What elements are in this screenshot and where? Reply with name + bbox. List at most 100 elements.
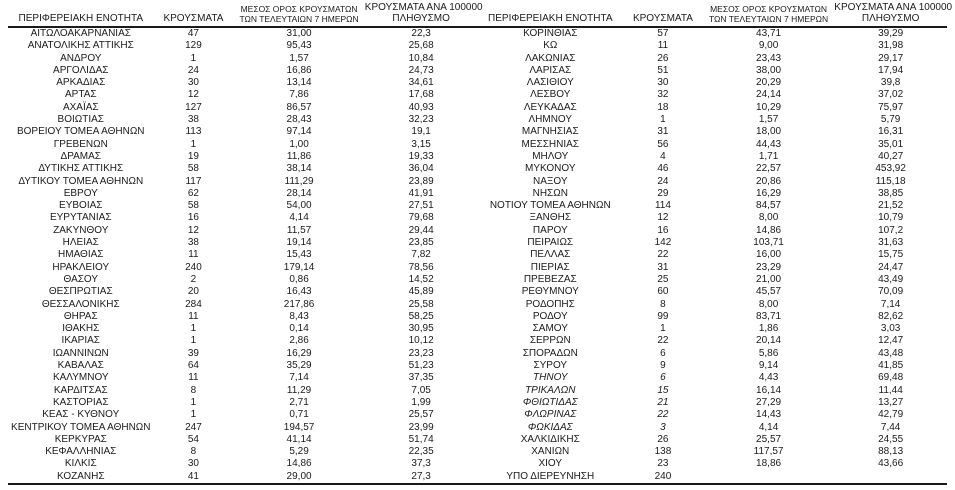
cell-avg7: 5,86	[758, 347, 779, 359]
cell-region: ΕΒΡΟΥ	[63, 187, 98, 199]
col-header-cases: ΚΡΟΥΣΜΑΤΑ	[153, 0, 234, 28]
cell-avg7: 1,86	[758, 323, 779, 335]
cell-avg7: 23,29	[756, 261, 782, 273]
table-row: ΡΟΔΟΠΗΣ 8 8,00 7,14	[478, 299, 948, 311]
cell-cases: 24	[657, 175, 669, 187]
cell-cases: 1	[190, 335, 197, 347]
cell-avg7: 20,29	[756, 77, 782, 89]
cell-avg7: 2,71	[289, 396, 309, 408]
cell-per100k: 58,25	[408, 310, 434, 322]
cell-cases: 25	[657, 273, 669, 285]
cell-cases: 12	[187, 89, 199, 101]
cell-region: ΒΟΙΩΤΙΑΣ	[57, 114, 104, 126]
table-row: ΧΑΛΚΙΔΙΚΗΣ 26 25,57 24,55	[478, 434, 948, 446]
cell-region: ΥΠΟ ΔΙΕΡΕΥΝΗΣΗ	[506, 470, 595, 482]
cell-per100k: 7,14	[880, 298, 901, 310]
cell-per100k: 78,56	[408, 261, 434, 273]
cell-cases: 23	[657, 458, 669, 470]
cell-per100k: 45,89	[408, 286, 434, 298]
cell-region: ΝΗΣΩΝ	[532, 187, 568, 199]
cell-avg7: 1,00	[289, 138, 309, 150]
cell-cases: 142	[654, 237, 672, 249]
cell-cases: 62	[187, 187, 199, 199]
cell-avg7: 4,14	[758, 421, 779, 433]
cell-region: ΗΡΑΚΛΕΙΟΥ	[52, 261, 110, 273]
table-row: ΝΑΞΟΥ 24 20,86 115,18	[478, 176, 948, 188]
cell-cases: 30	[187, 77, 199, 89]
cell-avg7: 0,14	[289, 323, 309, 335]
table-row: ΕΥΒΟΙΑΣ 58 54,00 27,51	[8, 200, 478, 212]
cell-region: ΜΥΚΟΝΟΥ	[525, 163, 576, 175]
cell-region: ΚΕΝΤΡΙΚΟΥ ΤΟΜΕΑ ΑΘΗΝΩΝ	[11, 421, 151, 433]
cell-cases: 138	[654, 446, 672, 458]
table-row: ΦΘΙΩΤΙΔΑΣ 21 27,29 13,27	[478, 397, 948, 409]
cell-region: ΛΗΜΝΟΥ	[528, 114, 573, 126]
cell-avg7: 31,00	[286, 28, 312, 39]
cell-per100k: 42,79	[878, 409, 904, 421]
cell-region: ΑΧΑΪΑΣ	[62, 101, 99, 113]
cell-avg7: 45,57	[756, 286, 782, 298]
cell-region: ΚΑΒΑΛΑΣ	[57, 360, 104, 372]
cell-per100k: 39,8	[880, 77, 901, 89]
cell-per100k: 35,01	[878, 138, 904, 150]
cell-avg7: 11,86	[286, 150, 312, 162]
cell-per100k: 82,62	[878, 310, 904, 322]
cell-region: ΛΕΥΚΑΔΑΣ	[523, 101, 577, 113]
cell-region: ΧΑΛΚΙΔΙΚΗΣ	[520, 433, 580, 445]
table-row: ΜΗΛΟΥ 4 1,71 40,27	[478, 151, 948, 163]
table-row: ΤΗΝΟΥ 6 4,43 69,48	[478, 372, 948, 384]
col-header-per100k-line1: ΚΡΟΥΣΜΑΤΑ ΑΝΑ 100000	[364, 2, 483, 13]
cell-region: ΒΟΡΕΙΟΥ ΤΟΜΕΑ ΑΘΗΝΩΝ	[16, 126, 145, 138]
table-row: ΓΡΕΒΕΝΩΝ 1 1,00 3,15	[8, 139, 478, 151]
table-row: ΡΟΔΟΥ 99 83,71 82,62	[478, 311, 948, 323]
cell-region: ΑΝΑΤΟΛΙΚΗΣ ΑΤΤΙΚΗΣ	[27, 40, 134, 52]
cell-region: ΑΙΤΩΛΟΑΚΑΡΝΑΝΙΑΣ	[30, 28, 131, 39]
cell-avg7: 103,71	[753, 237, 784, 249]
table-row: ΚΕΡΚΥΡΑΣ 54 41,14 51,74	[8, 434, 478, 446]
cell-cases: 22	[657, 409, 669, 421]
cell-cases: 113	[185, 126, 202, 138]
cell-avg7: 13,14	[286, 77, 312, 89]
col-header-per100k: ΚΡΟΥΣΜΑΤΑ ΑΝΑ 100000 ΠΛΗΘΥΣΜΟ	[834, 0, 952, 28]
cell-region: ΔΥΤΙΚΗΣ ΑΤΤΙΚΗΣ	[38, 163, 124, 175]
cell-cases: 117	[185, 175, 202, 187]
cell-avg7: 83,71	[756, 310, 782, 322]
table-row: ΚΑΡΔΙΤΣΑΣ 8 11,29 7,05	[8, 385, 478, 397]
cell-avg7: 22,57	[756, 163, 782, 175]
cell-per100k: 51,23	[408, 360, 434, 372]
table-row: ΚΕΑΣ - ΚΥΘΝΟΥ 1 0,71 25,57	[8, 409, 478, 421]
table-row: ΚΕΦΑΛΛΗΝΙΑΣ 8 5,29 22,35	[8, 446, 478, 458]
table-row: ΘΗΡΑΣ 11 8,43 58,25	[8, 311, 478, 323]
table-row: ΚΟΖΑΝΗΣ 41 29,00 27,3	[8, 471, 478, 484]
table-row: ΚΩ 11 9,00 31,98	[478, 40, 948, 52]
cell-per100k: 69,48	[878, 372, 904, 384]
cell-region: ΛΑΡΙΣΑΣ	[529, 64, 572, 76]
cell-cases: 30	[657, 77, 669, 89]
table-row: ΒΟΡΕΙΟΥ ΤΟΜΕΑ ΑΘΗΝΩΝ 113 97,14 19,1	[8, 126, 478, 138]
cell-region: ΚΟΖΑΝΗΣ	[56, 470, 105, 482]
table-row: ΛΕΥΚΑΔΑΣ 18 10,29 75,97	[478, 102, 948, 114]
table-row: ΑΡΓΟΛΙΔΑΣ 24 16,86 24,73	[8, 65, 478, 77]
cell-avg7: 18,86	[756, 458, 782, 470]
cell-region: ΜΗΛΟΥ	[532, 150, 569, 162]
cell-avg7: 111,29	[284, 175, 314, 187]
table-row: ΚΑΛΥΜΝΟΥ 11 7,14 37,35	[8, 372, 478, 384]
cell-per100k: 24,55	[878, 433, 904, 445]
cell-per100k: 79,68	[408, 212, 434, 224]
regional-units-table-right: ΠΕΡΙΦΕΡΕΙΑΚΗ ΕΝΟΤΗΤΑ ΚΡΟΥΣΜΑΤΑ ΜΕΣΟΣ ΟΡΟ…	[477, 0, 952, 485]
col-header-cases: ΚΡΟΥΣΜΑΤΑ	[623, 0, 703, 28]
cell-per100k: 43,66	[878, 458, 904, 470]
cell-avg7: 0,86	[289, 273, 309, 285]
cell-per100k: 88,13	[878, 446, 904, 458]
cell-cases: 1	[660, 114, 666, 126]
cell-per100k: 17,94	[878, 64, 904, 76]
cell-cases: 1	[190, 396, 197, 408]
cell-cases: 1	[190, 52, 197, 64]
cell-per100k	[834, 471, 947, 484]
cell-avg7: 1,57	[289, 52, 309, 64]
cell-per100k: 23,85	[408, 237, 434, 249]
regional-units-table-left: ΠΕΡΙΦΕΡΕΙΑΚΗ ΕΝΟΤΗΤΑ ΚΡΟΥΣΜΑΤΑ ΜΕΣΟΣ ΟΡΟ…	[8, 0, 483, 485]
cell-region: ΜΑΓΝΗΣΙΑΣ	[521, 126, 579, 138]
cell-per100k: 115,18	[875, 175, 906, 187]
